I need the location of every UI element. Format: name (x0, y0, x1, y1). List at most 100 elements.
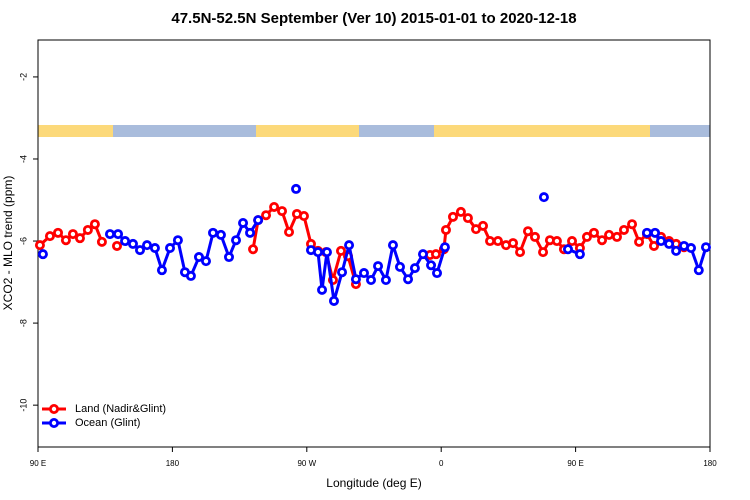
data-point (269, 201, 280, 212)
data-point (515, 247, 526, 258)
y-tick-label: -4 (18, 155, 28, 163)
data-point (245, 227, 256, 238)
data-point (551, 236, 562, 247)
legend-label: Ocean (Glint) (75, 417, 140, 429)
data-point (291, 183, 302, 194)
data-point (337, 267, 348, 278)
data-point (238, 217, 249, 228)
data-point (149, 243, 160, 254)
data-point (89, 219, 100, 230)
data-point (538, 247, 549, 258)
data-point (142, 240, 153, 251)
data-point (312, 247, 323, 258)
data-point (82, 224, 93, 235)
data-point (67, 229, 78, 240)
data-point (208, 227, 219, 238)
y-tick-label: -8 (18, 319, 28, 327)
x-tick-label: 180 (166, 459, 180, 468)
y-tick-label: -6 (18, 237, 28, 245)
y-tick-label: -2 (18, 73, 28, 81)
data-point (111, 240, 122, 251)
data-point (649, 240, 660, 251)
data-point (200, 256, 211, 267)
y-axis-label: XCO2 - MLO trend (ppm) (1, 176, 15, 311)
data-point (671, 245, 682, 256)
data-point (335, 245, 346, 256)
x-tick-label: 180 (703, 459, 717, 468)
data-point (328, 295, 339, 306)
data-point (562, 244, 573, 255)
data-point (447, 211, 458, 222)
data-point (215, 229, 226, 240)
data-point (432, 268, 443, 279)
data-point (284, 227, 295, 238)
chart-title: 47.5N-52.5N September (Ver 10) 2015-01-0… (171, 10, 576, 27)
data-point (462, 213, 473, 224)
legend-label: Land (Nadir&Glint) (75, 403, 166, 415)
data-point (37, 249, 48, 260)
x-tick-label: 0 (439, 459, 444, 468)
data-point (350, 274, 361, 285)
land-ocean-strip (38, 125, 710, 137)
data-point (127, 238, 138, 249)
data-point (165, 243, 176, 254)
data-point (344, 240, 355, 251)
data-point (650, 227, 661, 238)
data-point (426, 260, 437, 271)
land-band (434, 125, 650, 137)
data-point (223, 252, 234, 263)
data-point (567, 236, 578, 247)
data-point (113, 229, 124, 240)
land-band (256, 125, 359, 137)
data-point (409, 263, 420, 274)
data-point (440, 224, 451, 235)
data-point (60, 235, 71, 246)
data-point (387, 240, 398, 251)
data-point (508, 238, 519, 249)
data-point (522, 226, 533, 237)
data-point (96, 236, 107, 247)
data-point (492, 236, 503, 247)
ocean-band (359, 125, 434, 137)
data-point (277, 206, 288, 217)
data-point (529, 231, 540, 242)
data-point (686, 243, 697, 254)
land-band (38, 125, 113, 137)
data-point (74, 233, 85, 244)
data-point (358, 268, 369, 279)
data-point (664, 238, 675, 249)
data-point (430, 249, 441, 260)
data-point (53, 227, 64, 238)
data-point (455, 206, 466, 217)
data-point (44, 231, 55, 242)
data-point (185, 270, 196, 281)
data-point (700, 242, 711, 253)
data-point (581, 231, 592, 242)
data-point (656, 236, 667, 247)
data-point (641, 227, 652, 238)
data-point (298, 211, 309, 222)
data-point (156, 265, 167, 276)
data-point (588, 227, 599, 238)
legend-marker (49, 403, 60, 414)
data-point (261, 210, 272, 221)
data-point (618, 224, 629, 235)
data-point (373, 261, 384, 272)
data-point (611, 231, 622, 242)
y-tick-label: -10 (18, 399, 28, 412)
data-point (574, 249, 585, 260)
x-axis-label: Longitude (deg E) (326, 476, 421, 490)
data-point (417, 249, 428, 260)
data-point (403, 274, 414, 285)
plot-frame (37, 39, 711, 448)
data-point (231, 235, 242, 246)
data-point (253, 215, 264, 226)
data-point (366, 275, 377, 286)
data-point (317, 284, 328, 295)
data-point (634, 236, 645, 247)
ocean-band (650, 125, 710, 137)
data-point (693, 265, 704, 276)
ocean-band (113, 125, 256, 137)
